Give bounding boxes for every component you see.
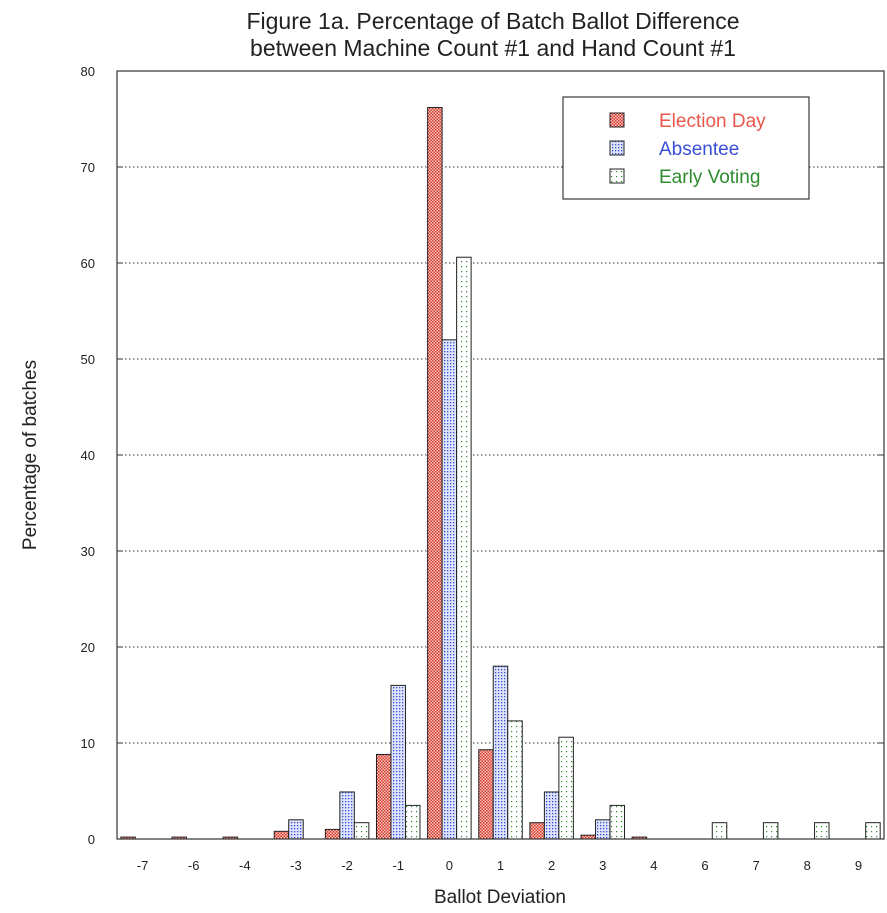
y-axis-ticks: 0 10 20 30 40 50 60 70 80 [81, 64, 884, 847]
x-tick-label: 4 [650, 858, 657, 873]
bar-early-voting [865, 822, 881, 840]
y-tick-label: 40 [81, 448, 95, 463]
bar-absentee [492, 665, 509, 840]
bar-election-day [273, 830, 290, 840]
bar-election-day [375, 754, 392, 840]
x-tick-label: -3 [290, 858, 302, 873]
x-tick-label: -1 [392, 858, 404, 873]
y-tick-label: 80 [81, 64, 95, 79]
x-axis-ticks: -7 -6 -4 -3 -2 -1 0 1 2 3 4 6 7 8 9 [137, 858, 862, 873]
gridlines [117, 166, 884, 744]
bar-election-day [478, 749, 494, 840]
y-tick-label: 10 [81, 736, 95, 751]
y-tick-label: 30 [81, 544, 95, 559]
x-tick-label: 8 [804, 858, 811, 873]
legend-label: Early Voting [659, 167, 760, 188]
bar-early-voting [609, 804, 626, 840]
x-axis-title: Ballot Deviation [434, 887, 566, 908]
x-tick-label: -6 [188, 858, 200, 873]
x-tick-label: 2 [548, 858, 555, 873]
y-tick-label: 60 [81, 256, 95, 271]
bar-early-voting [558, 736, 574, 840]
legend-swatch [609, 140, 625, 156]
legend-box [562, 96, 810, 200]
y-tick-label: 20 [81, 640, 95, 655]
bar-election-day [427, 106, 443, 840]
x-tick-label: 0 [446, 858, 453, 873]
legend-label: Election Day [659, 111, 766, 132]
y-axis-title: Percentage of batches [20, 360, 41, 550]
x-tick-label: 7 [753, 858, 760, 873]
x-tick-label: 1 [497, 858, 504, 873]
x-tick-label: -2 [341, 858, 353, 873]
bar-absentee [595, 819, 611, 840]
bars-group [120, 106, 881, 840]
chart-title-line-2: between Machine Count #1 and Hand Count … [250, 35, 736, 61]
bar-absentee [543, 791, 560, 840]
bar-election-day [529, 822, 545, 840]
x-tick-label: 3 [599, 858, 606, 873]
x-tick-label: -4 [239, 858, 251, 873]
bar-early-voting [814, 822, 830, 840]
x-tick-label: 9 [855, 858, 862, 873]
y-tick-label: 0 [88, 832, 95, 847]
y-tick-label: 70 [81, 160, 95, 175]
bar-early-voting [353, 822, 370, 840]
legend: Election Day Absentee Early Voting [562, 96, 810, 200]
chart-title-line-1: Figure 1a. Percentage of Batch Ballot Di… [246, 8, 739, 34]
bar-early-voting [456, 256, 472, 840]
bar-early-voting [711, 822, 728, 840]
bar-absentee [390, 684, 406, 840]
bar-election-day [324, 828, 341, 840]
x-tick-label: 6 [701, 858, 708, 873]
bar-early-voting [404, 804, 421, 840]
bar-absentee [441, 339, 458, 840]
bar-early-voting [507, 720, 523, 840]
x-tick-label: -7 [137, 858, 149, 873]
bar-early-voting [762, 822, 779, 840]
legend-swatch [609, 112, 625, 128]
legend-swatch [609, 168, 625, 184]
bar-absentee [339, 791, 355, 840]
y-tick-label: 50 [81, 352, 95, 367]
bar-absentee [288, 819, 304, 840]
legend-label: Absentee [659, 139, 739, 160]
